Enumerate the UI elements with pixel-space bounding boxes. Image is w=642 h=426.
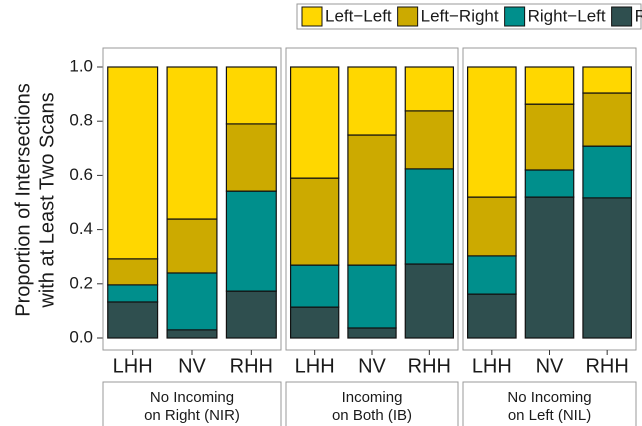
legend-swatch [611,6,633,27]
x-tick-label: LHH [472,355,512,377]
bar-segment [107,66,159,260]
bar-segment [404,110,455,170]
legend-swatch [397,6,419,27]
y-tick-label: 0.4 [69,219,93,238]
bar-segment [524,103,575,171]
facet-label: Incoming [342,389,403,406]
bar-segment [225,190,277,292]
legend-label: Left−Right [421,6,499,25]
x-tick-label: RHH [408,355,451,377]
bar-segment [225,123,277,192]
x-tick-label: NV [178,355,206,377]
x-tick-label: RHH [230,355,273,377]
bar-segment [166,272,218,331]
bar-segment [467,293,517,339]
x-tick-label: NV [358,355,386,377]
y-tick-label: 0.8 [69,111,93,130]
facet-label: No Incoming [507,389,591,406]
bar-segment [289,177,340,266]
bar-segment [107,258,159,286]
facet-strip [462,381,637,426]
y-tick-label: 0.0 [69,327,93,346]
bar-segment [582,92,632,147]
x-tick-label: NV [536,355,564,377]
x-tick-label: LHH [113,355,153,377]
bar-segment [225,290,277,339]
facet-label: on Both (IB) [332,407,412,424]
bar-segment [347,134,397,266]
bar-segment [467,196,517,257]
bar-segment [225,66,277,125]
x-tick-label: RHH [585,355,628,377]
facet-strip [102,381,282,426]
bar-segment [107,301,159,339]
facet-label: No Incoming [150,389,234,406]
bar-segment [582,66,632,94]
facet-strip [285,381,459,426]
bar-segment [347,327,397,339]
legend-swatch [504,6,526,27]
bar-segment [166,329,218,339]
bar-segment [524,196,575,339]
bar-segment [524,66,575,105]
legend-label: Right−Right [635,6,642,25]
bar-segment [404,168,455,265]
bar-segment [404,66,455,112]
bar-segment [347,66,397,136]
facet-label: on Left (NIL) [508,407,591,424]
bar-segment [404,263,455,339]
y-tick-label: 1.0 [69,56,93,75]
bar-segment [289,66,340,179]
bar-segment [107,284,159,303]
y-axis-label: Proportion of Intersections [12,83,34,316]
bar-segment [289,264,340,308]
bar-segment [582,197,632,339]
legend-label: Left−Left [325,6,392,25]
y-axis-label: with at Least Two Scans [36,92,58,308]
y-tick-label: 0.2 [69,273,93,292]
bar-segment [582,145,632,199]
x-tick-label: LHH [295,355,335,377]
facet-label: on Right (NIR) [144,407,240,424]
bar-segment [289,306,340,339]
bar-segment [467,255,517,295]
y-tick-label: 0.6 [69,165,93,184]
legend-label: Right−Left [528,6,606,25]
bar-segment [467,66,517,198]
legend-box [296,3,642,30]
legend-swatch [301,6,323,27]
bar-segment [166,66,218,220]
bar-segment [166,218,218,274]
bar-segment [347,264,397,329]
bar-segment [524,169,575,198]
